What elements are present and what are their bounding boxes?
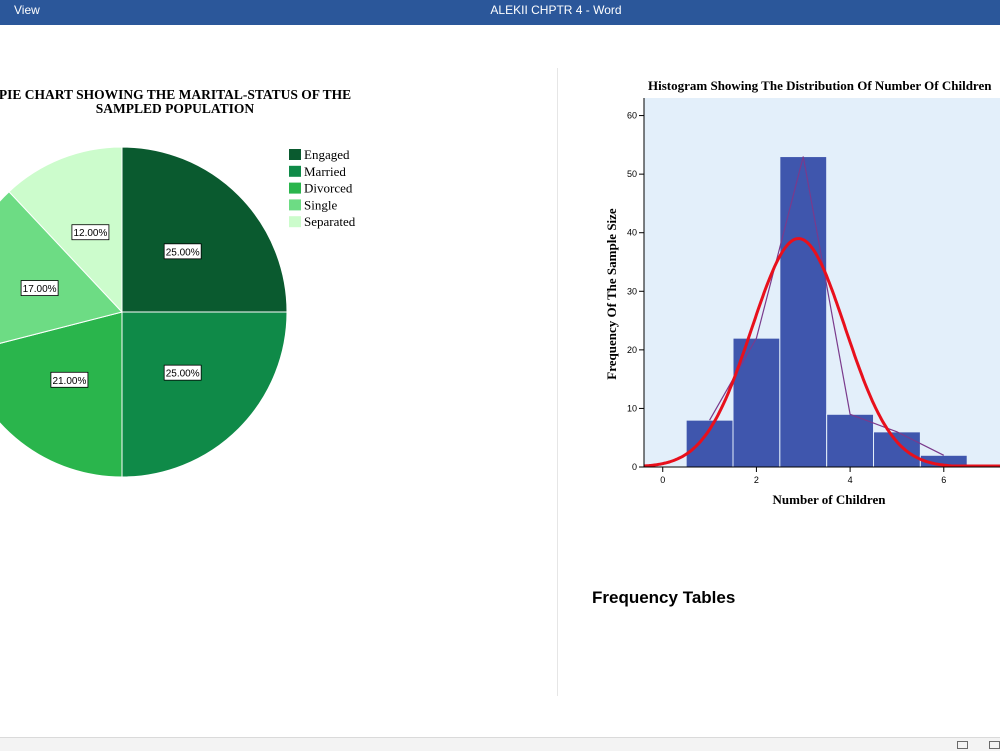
read-mode-button[interactable]	[952, 739, 974, 750]
title-bar: View ALEKII CHPTR 4 - Word	[0, 0, 1000, 25]
pie-data-label: 17.00%	[20, 280, 59, 296]
pie-slices	[0, 146, 288, 478]
legend-swatch	[289, 149, 301, 160]
print-layout-button[interactable]	[984, 739, 1000, 750]
legend-swatch	[289, 182, 301, 194]
x-tick-label: 6	[941, 475, 946, 485]
page-column-divider	[557, 68, 558, 696]
read-mode-icon	[957, 741, 968, 749]
legend-swatch	[289, 165, 301, 177]
legend-label: Single	[304, 197, 337, 212]
pie-data-label: 25.00%	[163, 243, 202, 260]
pie-data-label: 21.00%	[50, 371, 89, 388]
frequency-polygon-line	[709, 156, 945, 456]
histogram-chart: Histogram Showing The Distribution Of Nu…	[604, 78, 1000, 507]
legend-label: Divorced	[304, 181, 353, 196]
pie-slice-engaged	[121, 146, 288, 313]
histogram-x-axis-label: Number of Children	[773, 492, 887, 507]
y-tick-label: 20	[627, 345, 637, 355]
histogram-y-axis-label: Frequency Of The Sample Size	[604, 208, 619, 380]
pie-slice-single	[0, 191, 123, 344]
y-tick-label: 60	[627, 111, 637, 121]
normal-curve-line	[643, 237, 1000, 468]
legend-swatch	[289, 199, 301, 211]
status-bar	[0, 737, 1000, 751]
histogram-bar	[732, 337, 781, 468]
pie-data-label: 12.00%	[71, 224, 110, 241]
pie-chart-title-line1: PIE CHART SHOWING THE MARITAL-STATUS OF …	[0, 87, 351, 102]
svg-text:25.00%: 25.00%	[166, 247, 200, 258]
histogram-bar	[826, 413, 875, 468]
y-tick-label: 40	[627, 228, 637, 238]
y-tick-label: 0	[632, 462, 637, 472]
print-layout-icon	[989, 741, 1000, 749]
document-title: ALEKII CHPTR 4 - Word	[490, 3, 622, 17]
pie-data-label: 25.00%	[163, 364, 202, 381]
legend-swatch	[289, 216, 301, 228]
svg-text:12.00%: 12.00%	[73, 228, 107, 239]
pie-data-labels: 25.00% 25.00% 21.00% 17.00% 12.00%	[20, 224, 202, 388]
histogram-plot-area: 0 10 20 30 40 50 60 0 2 4 6	[627, 98, 1000, 485]
pie-chart: PIE CHART SHOWING THE MARITAL-STATUS OF …	[0, 87, 356, 478]
view-menu-tab[interactable]: View	[14, 3, 40, 17]
x-tick-label: 2	[754, 475, 759, 485]
pie-chart-title-line2: SAMPLED POPULATION	[96, 101, 255, 116]
y-tick-label: 50	[627, 169, 637, 179]
legend-label: Separated	[304, 214, 356, 229]
x-tick-label: 4	[848, 475, 853, 485]
pie-slice-separated	[8, 146, 123, 314]
svg-text:17.00%: 17.00%	[23, 284, 57, 295]
legend-label: Married	[304, 164, 346, 179]
pie-slice-married	[121, 311, 288, 478]
frequency-tables-heading: Frequency Tables	[592, 588, 736, 607]
y-tick-label: 10	[627, 403, 637, 413]
histogram-bar	[779, 156, 828, 468]
svg-text:25.00%: 25.00%	[166, 369, 200, 380]
svg-text:21.00%: 21.00%	[52, 376, 86, 387]
pie-slice-divorced	[0, 311, 123, 478]
x-tick-label: 0	[660, 475, 665, 485]
y-tick-label: 30	[627, 286, 637, 296]
histogram-bar	[873, 431, 921, 468]
histogram-title: Histogram Showing The Distribution Of Nu…	[648, 78, 992, 93]
legend-label: Engaged	[304, 147, 350, 162]
